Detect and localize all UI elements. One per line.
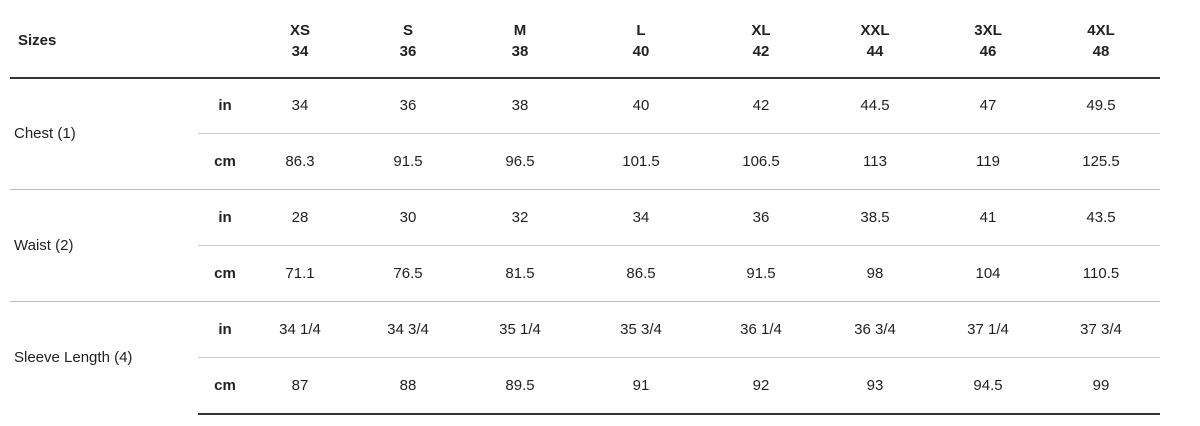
size-number: 38 bbox=[511, 43, 529, 60]
size-label: L bbox=[636, 22, 646, 39]
unit-label: in bbox=[218, 209, 232, 226]
cell-value: 41 bbox=[979, 209, 997, 226]
size-label: M bbox=[513, 22, 527, 39]
cell-value: 106.5 bbox=[742, 153, 780, 170]
cell-value: 98 bbox=[866, 265, 884, 282]
cell-value: 89.5 bbox=[505, 377, 535, 394]
corner-label: Sizes bbox=[18, 32, 57, 49]
cell-value: 36 1/4 bbox=[740, 321, 782, 338]
cell-value: 86.3 bbox=[285, 153, 315, 170]
unit-label: cm bbox=[214, 153, 236, 170]
divider bbox=[198, 357, 1160, 358]
size-label: XXL bbox=[860, 22, 890, 39]
unit-label: in bbox=[218, 97, 232, 114]
cell-value: 34 bbox=[632, 209, 650, 226]
cell-value: 43.5 bbox=[1086, 209, 1116, 226]
size-number: 46 bbox=[979, 43, 997, 60]
cell-value: 35 3/4 bbox=[620, 321, 662, 338]
cell-value: 113 bbox=[863, 153, 887, 170]
size-number: 34 bbox=[291, 43, 309, 60]
divider bbox=[198, 245, 1160, 246]
cell-value: 119 bbox=[976, 153, 1000, 170]
cell-value: 91.5 bbox=[393, 153, 423, 170]
cell-value: 88 bbox=[399, 377, 417, 394]
cell-value: 49.5 bbox=[1086, 97, 1116, 114]
cell-value: 36 bbox=[399, 97, 417, 114]
cell-value: 99 bbox=[1092, 377, 1110, 394]
cell-value: 40 bbox=[632, 97, 650, 114]
divider bbox=[198, 133, 1160, 134]
cell-value: 91 bbox=[632, 377, 650, 394]
size-number: 44 bbox=[866, 43, 884, 60]
cell-value: 96.5 bbox=[505, 153, 535, 170]
cell-value: 71.1 bbox=[285, 265, 315, 282]
size-number: 48 bbox=[1092, 43, 1110, 60]
row-group-label: Waist (2) bbox=[14, 237, 74, 254]
cell-value: 87 bbox=[291, 377, 309, 394]
size-number: 42 bbox=[752, 43, 770, 60]
size-label: S bbox=[402, 22, 414, 39]
cell-value: 47 bbox=[979, 97, 997, 114]
unit-label: cm bbox=[214, 265, 236, 282]
size-label: 3XL bbox=[974, 22, 1002, 39]
size-label: 4XL bbox=[1087, 22, 1115, 39]
cell-value: 35 1/4 bbox=[499, 321, 541, 338]
cell-value: 93 bbox=[866, 377, 884, 394]
size-number: 40 bbox=[632, 43, 650, 60]
cell-value: 37 1/4 bbox=[967, 321, 1009, 338]
cell-value: 91.5 bbox=[746, 265, 776, 282]
cell-value: 36 3/4 bbox=[854, 321, 896, 338]
cell-value: 30 bbox=[399, 209, 417, 226]
cell-value: 44.5 bbox=[860, 97, 890, 114]
size-label: XS bbox=[289, 22, 311, 39]
size-number: 36 bbox=[399, 43, 417, 60]
row-group-label: Chest (1) bbox=[14, 125, 76, 142]
cell-value: 101.5 bbox=[622, 153, 660, 170]
cell-value: 125.5 bbox=[1082, 153, 1120, 170]
row-group-label: Sleeve Length (4) bbox=[14, 349, 133, 366]
cell-value: 34 bbox=[291, 97, 309, 114]
cell-value: 38.5 bbox=[860, 209, 890, 226]
cell-value: 81.5 bbox=[505, 265, 535, 282]
divider bbox=[10, 77, 1160, 79]
cell-value: 34 3/4 bbox=[387, 321, 429, 338]
divider bbox=[10, 301, 1160, 302]
cell-value: 76.5 bbox=[393, 265, 423, 282]
cell-value: 104 bbox=[975, 265, 1001, 282]
unit-label: in bbox=[218, 321, 232, 338]
cell-value: 37 3/4 bbox=[1080, 321, 1122, 338]
cell-value: 36 bbox=[752, 209, 770, 226]
cell-value: 110.5 bbox=[1082, 265, 1120, 282]
cell-value: 28 bbox=[291, 209, 309, 226]
cell-value: 38 bbox=[511, 97, 529, 114]
unit-label: cm bbox=[214, 377, 236, 394]
divider bbox=[10, 189, 1160, 190]
size-label: XL bbox=[751, 22, 771, 39]
cell-value: 86.5 bbox=[626, 265, 656, 282]
cell-value: 34 1/4 bbox=[279, 321, 321, 338]
cell-value: 42 bbox=[752, 97, 770, 114]
cell-value: 94.5 bbox=[973, 377, 1003, 394]
divider bbox=[198, 413, 1160, 415]
cell-value: 32 bbox=[511, 209, 529, 226]
cell-value: 92 bbox=[752, 377, 770, 394]
